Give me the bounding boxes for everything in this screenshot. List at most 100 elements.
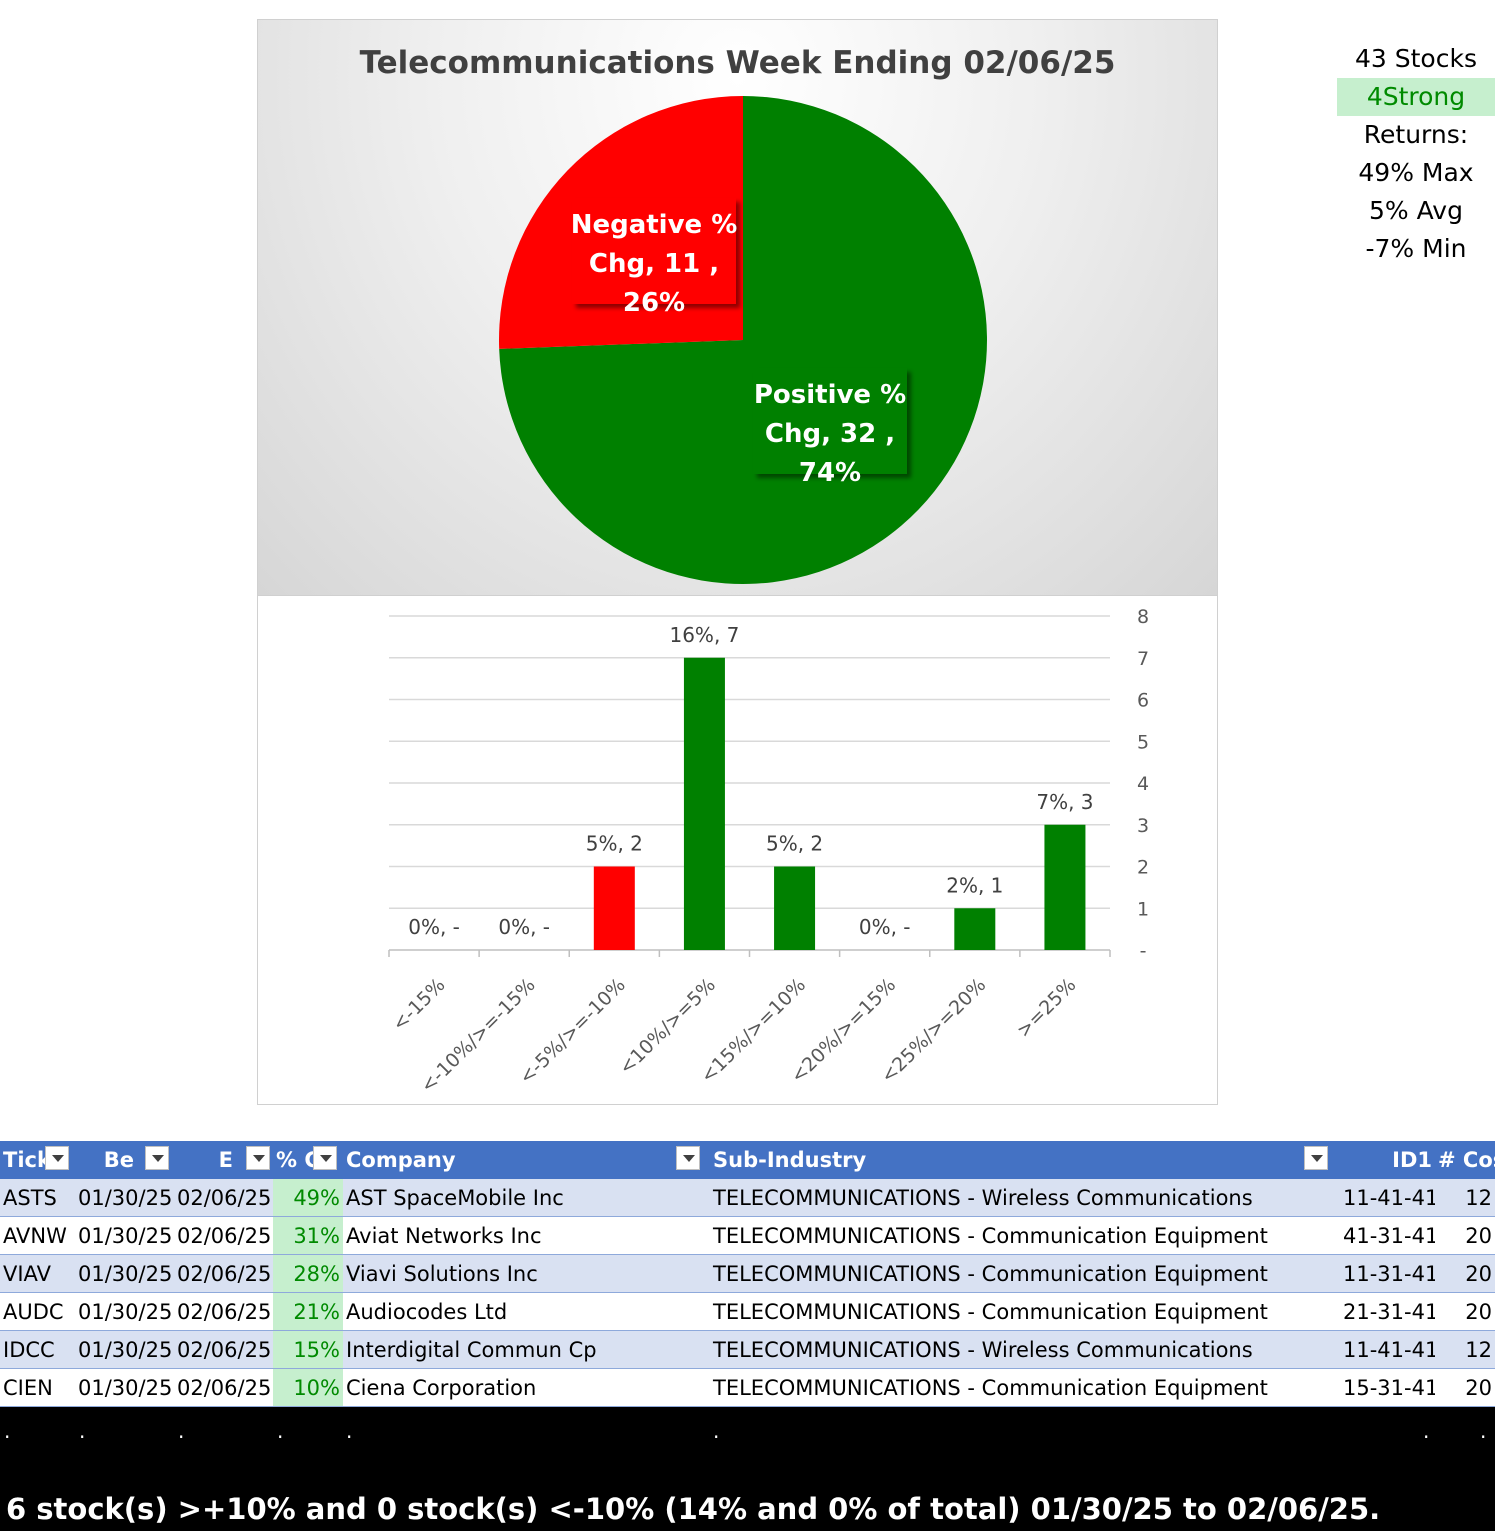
end-date-cell: 02/06/25 (174, 1368, 273, 1407)
filter-dropdown-icon[interactable] (1304, 1146, 1328, 1170)
x-category-label: >=25% (1013, 974, 1081, 1042)
pct-change-cell: 10% (273, 1368, 343, 1407)
summary-text: 6 stock(s) >+10% and 0 stock(s) <-10% (1… (6, 1492, 1381, 1526)
filter-dropdown-icon[interactable] (246, 1146, 270, 1170)
pie-label-line: Chg, 11 , (589, 249, 719, 279)
ticker-cell: AVNW (0, 1216, 75, 1255)
strong-count: 4Strong (1337, 78, 1495, 116)
company-cell: Ciena Corporation (343, 1368, 710, 1407)
filter-dropdown-icon[interactable] (145, 1146, 169, 1170)
sub-industry-cell: TELECOMMUNICATIONS - Wireless Communicat… (710, 1330, 1340, 1369)
end-date-cell: 02/06/25 (174, 1216, 273, 1255)
y-tick-label: 7 (1137, 648, 1149, 670)
cell-dot: . (1480, 1419, 1487, 1443)
begin-date-cell: 01/30/25 (75, 1179, 174, 1217)
cell-dot: . (277, 1419, 284, 1443)
pie-label-line: Negative % (571, 210, 738, 240)
bar-data-label: 7%, 3 (1036, 790, 1093, 814)
y-tick-label: 3 (1137, 815, 1149, 837)
table-row[interactable]: AUDC 01/30/25 02/06/25 21% Audiocodes Ltd TEL… (0, 1292, 1495, 1331)
bar (683, 657, 725, 950)
table-row[interactable]: VIAV 01/30/25 02/06/25 28% Viavi Solutions I… (0, 1254, 1495, 1293)
num-cos-cell: 12 (1435, 1330, 1495, 1369)
pie-label-line: Positive % (754, 380, 906, 410)
id1-cell: 15-31-41 (1340, 1368, 1435, 1407)
cell-dot: . (4, 1419, 11, 1443)
table-row[interactable]: ASTS 01/30/25 02/06/25 49% AST SpaceMobile I… (0, 1179, 1495, 1217)
summary-footer: . . . . . . . . 6 stock(s) >+10% and 0 s… (0, 1407, 1495, 1531)
pie-label-line: Chg, 32 , (765, 419, 895, 449)
sub-industry-cell: TELECOMMUNICATIONS - Communication Equip… (710, 1368, 1340, 1407)
begin-date-cell: 01/30/25 (75, 1292, 174, 1331)
x-category-label: <-15% (388, 974, 450, 1036)
pie-label-positive: Positive % Chg, 32 , 74% (753, 368, 907, 488)
y-tick-label: 8 (1137, 606, 1149, 628)
filter-dropdown-icon[interactable] (45, 1146, 69, 1170)
id1-cell: 11-41-41 (1340, 1330, 1435, 1369)
cell-dot: . (178, 1419, 185, 1443)
y-tick-label: 2 (1137, 857, 1149, 879)
ticker-cell: ASTS (0, 1179, 75, 1217)
stats-box: 43 Stocks 4Strong Returns: 49% Max 5% Av… (1337, 40, 1495, 268)
bar (954, 908, 996, 950)
header-sub-industry[interactable]: Sub-Industry (710, 1141, 1340, 1179)
num-cos-cell: 20 (1435, 1292, 1495, 1331)
bar (1044, 824, 1086, 950)
ticker-cell: IDCC (0, 1330, 75, 1369)
begin-date-cell: 01/30/25 (75, 1330, 174, 1369)
cell-dot: . (346, 1419, 353, 1443)
stock-table: Tick Be E % C Company Sub-Industry ID1 #… (0, 1141, 1495, 1407)
sub-industry-cell: TELECOMMUNICATIONS - Communication Equip… (710, 1216, 1340, 1255)
bar-data-label: 0%, - (859, 915, 911, 939)
bar-data-label: 0%, - (498, 915, 550, 939)
id1-cell: 11-31-41 (1340, 1254, 1435, 1293)
y-tick-label: 5 (1137, 731, 1149, 753)
begin-date-cell: 01/30/25 (75, 1368, 174, 1407)
header-num-cos[interactable]: # Cos (1435, 1141, 1495, 1179)
header-pct-change[interactable]: % C (273, 1141, 343, 1179)
returns-label: Returns: (1363, 120, 1469, 149)
header-company[interactable]: Company (343, 1141, 710, 1179)
pct-change-cell: 49% (273, 1179, 343, 1217)
id1-cell: 11-41-41 (1340, 1179, 1435, 1217)
cell-dot: . (1423, 1419, 1430, 1443)
cell-dot: . (79, 1419, 86, 1443)
end-date-cell: 02/06/25 (174, 1330, 273, 1369)
filter-dropdown-icon[interactable] (313, 1146, 337, 1170)
pct-change-cell: 15% (273, 1330, 343, 1369)
table-row[interactable]: CIEN 01/30/25 02/06/25 10% Ciena Corporation… (0, 1368, 1495, 1407)
pct-change-cell: 31% (273, 1216, 343, 1255)
pct-change-cell: 21% (273, 1292, 343, 1331)
sub-industry-cell: TELECOMMUNICATIONS - Wireless Communicat… (710, 1179, 1340, 1217)
company-cell: Aviat Networks Inc (343, 1216, 710, 1255)
pie-label-line: 74% (799, 458, 861, 488)
header-id1[interactable]: ID1 (1340, 1141, 1435, 1179)
table-row[interactable]: AVNW 01/30/25 02/06/25 31% Aviat Networks In… (0, 1216, 1495, 1255)
company-cell: Audiocodes Ltd (343, 1292, 710, 1331)
y-tick-label: 6 (1137, 690, 1149, 712)
pie-label-line: 26% (623, 288, 685, 318)
end-date-cell: 02/06/25 (174, 1254, 273, 1293)
bar-data-label: 0%, - (408, 915, 460, 939)
return-min: -7% Min (1365, 234, 1467, 263)
filter-dropdown-icon[interactable] (676, 1146, 700, 1170)
company-cell: Interdigital Commun Cp (343, 1330, 710, 1369)
y-tick-label: 4 (1137, 773, 1149, 795)
bar-data-label: 5%, 2 (586, 832, 643, 856)
id1-cell: 21-31-41 (1340, 1292, 1435, 1331)
id1-cell: 41-31-41 (1340, 1216, 1435, 1255)
stock-count: 43 Stocks (1355, 44, 1477, 73)
ticker-cell: AUDC (0, 1292, 75, 1331)
company-cell: Viavi Solutions Inc (343, 1254, 710, 1293)
table-row[interactable]: IDCC 01/30/25 02/06/25 15% Interdigital Comm… (0, 1330, 1495, 1369)
bar (593, 866, 635, 950)
header-ticker[interactable]: Tick (0, 1141, 75, 1179)
end-date-cell: 02/06/25 (174, 1292, 273, 1331)
header-begin[interactable]: Be (75, 1141, 174, 1179)
bar-data-label: 5%, 2 (766, 832, 823, 856)
header-end[interactable]: E (174, 1141, 273, 1179)
pie-label-negative: Negative % Chg, 11 , 26% (571, 198, 738, 318)
bar-chart-panel: -1 2 3 4 5 6 7 8 0%, - <-15% 0%, - <-10%/>=-15% 5%, … (257, 596, 1218, 1105)
pie-chart-panel: Telecommunications Week Ending 02/06/25 … (257, 19, 1218, 596)
